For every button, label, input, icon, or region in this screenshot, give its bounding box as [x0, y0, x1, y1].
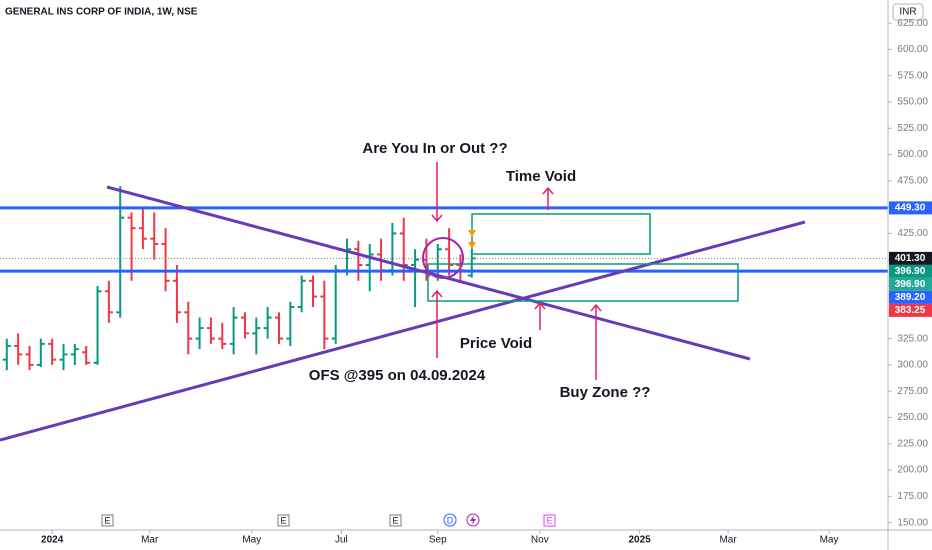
marker: [468, 242, 476, 249]
y-tick-label: 300.00: [897, 360, 928, 371]
arrows: [431, 162, 602, 380]
chart-title: GENERAL INS CORP OF INDIA, 1W, NSE: [5, 7, 198, 18]
arrow: [431, 162, 443, 223]
event-box: [101, 514, 114, 527]
x-tick-label: Nov: [531, 535, 549, 546]
arrow: [534, 301, 546, 330]
x-tick-label: May: [242, 535, 261, 546]
x-tick-label: 2024: [41, 535, 64, 546]
y-tick-label: 150.00: [897, 517, 928, 528]
currency-box: [892, 3, 924, 21]
x-tick-label: Sep: [429, 535, 447, 546]
x-tick-label: 2025: [629, 535, 652, 546]
y-tick-label: 575.00: [897, 70, 928, 81]
price-label: 396.90: [895, 266, 926, 277]
price-label-box: [889, 290, 932, 304]
x-tick-label: Mar: [719, 535, 737, 546]
marker: [468, 230, 476, 237]
y-tick-label: 275.00: [897, 386, 928, 397]
y-tick-label: 475.00: [897, 176, 928, 187]
annotation: OFS @395 on 04.09.2024: [309, 367, 486, 384]
price-label: 383.25: [895, 305, 926, 316]
currency: INR: [899, 7, 916, 18]
price-label-box: [889, 277, 932, 291]
trend-line: [0, 220, 806, 442]
arrow: [590, 303, 602, 380]
y-tick-label: 550.00: [897, 97, 928, 108]
axis-labels: 150.00 175.00 200.00 225.00 250.00 275.00 300.…: [41, 18, 932, 546]
annotation: Price Void: [460, 335, 532, 352]
price-label: 396.90: [895, 279, 926, 290]
event: D: [447, 515, 454, 525]
events: E E E D E: [101, 513, 556, 527]
price-label-box: [889, 264, 932, 278]
arrow: [542, 186, 554, 210]
y-tick-label: 425.00: [897, 228, 928, 239]
annotation: Are You In or Out ??: [362, 140, 507, 157]
y-tick-label: 225.00: [897, 438, 928, 449]
event: E: [392, 515, 398, 525]
event-icon: [470, 515, 476, 525]
y-tick-label: 200.00: [897, 465, 928, 476]
price-label-box: [889, 251, 932, 265]
price-label: 449.30: [895, 203, 926, 214]
y-tick-label: 175.00: [897, 491, 928, 502]
x-tick-label: Jul: [335, 535, 348, 546]
circle-marker: [422, 237, 464, 279]
price-label: 389.20: [895, 292, 926, 303]
price-label-box: [889, 303, 932, 317]
y-tick-label: 325.00: [897, 333, 928, 344]
price-void-box: [427, 263, 739, 302]
y-tick-label: 500.00: [897, 149, 928, 160]
event-box: [389, 514, 402, 527]
y-tick-label: 600.00: [897, 44, 928, 55]
event-box: [443, 513, 457, 527]
event: E: [546, 515, 552, 525]
y-tick-label: 250.00: [897, 412, 928, 423]
annotation: Buy Zone ??: [560, 384, 651, 401]
event-box: [543, 514, 556, 527]
y-tick-label: 625.00: [897, 18, 928, 29]
price-label: 401.30: [895, 253, 926, 264]
x-tick-label: May: [820, 535, 839, 546]
y-tick-label: 525.00: [897, 123, 928, 134]
event: E: [104, 515, 110, 525]
time-axis: [0, 530, 932, 550]
price-label-box: [889, 201, 932, 215]
event: E: [280, 515, 286, 525]
x-tick-label: Mar: [141, 535, 159, 546]
annotation: Time Void: [506, 168, 576, 185]
arrow: [431, 289, 443, 358]
event-box: [277, 514, 290, 527]
